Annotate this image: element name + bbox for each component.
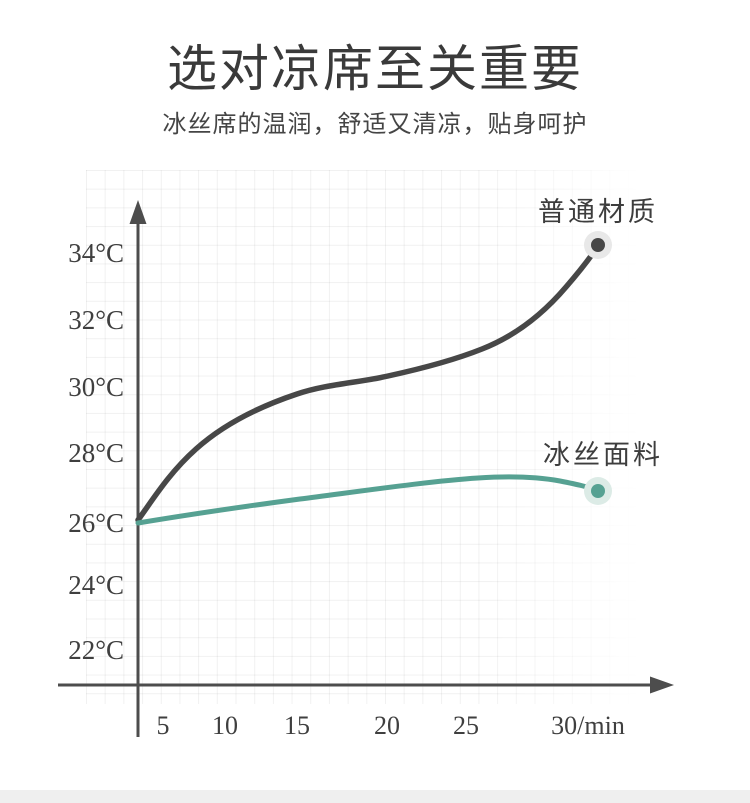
series-ordinary-endpoint-dot — [591, 238, 605, 252]
y-tick-label: 26°C — [68, 508, 124, 538]
y-axis-arrow-icon — [129, 200, 147, 224]
series-label-ordinary: 普通材质 — [538, 197, 658, 227]
y-tick-label: 32°C — [68, 305, 124, 335]
page-title: 选对凉席至关重要 — [167, 41, 583, 97]
y-tick-label: 24°C — [68, 570, 124, 600]
series-ordinary-curve — [135, 243, 601, 523]
series-icesilk-endpoint-dot — [591, 484, 605, 498]
x-tick-label: 25 — [453, 711, 479, 740]
series-label-icesilk: 冰丝面料 — [543, 440, 663, 470]
x-tick-label: 5 — [156, 711, 170, 740]
y-tick-label: 30°C — [68, 372, 124, 402]
series-icesilk-curve — [135, 474, 601, 526]
x-tick-label: 30/min — [551, 711, 625, 740]
x-tick-label: 20 — [374, 711, 400, 740]
y-tick-label: 22°C — [68, 635, 124, 665]
x-tick-label: 15 — [284, 711, 310, 740]
footer-strip — [0, 790, 750, 803]
y-tick-label: 34°C — [68, 238, 124, 268]
x-tick-label: 10 — [212, 711, 238, 740]
y-tick-label: 28°C — [68, 438, 124, 468]
chart-grid — [86, 170, 642, 704]
page-subtitle: 冰丝席的温润，舒适又清凉，贴身呵护 — [162, 112, 588, 138]
x-axis-arrow-icon — [650, 676, 674, 694]
